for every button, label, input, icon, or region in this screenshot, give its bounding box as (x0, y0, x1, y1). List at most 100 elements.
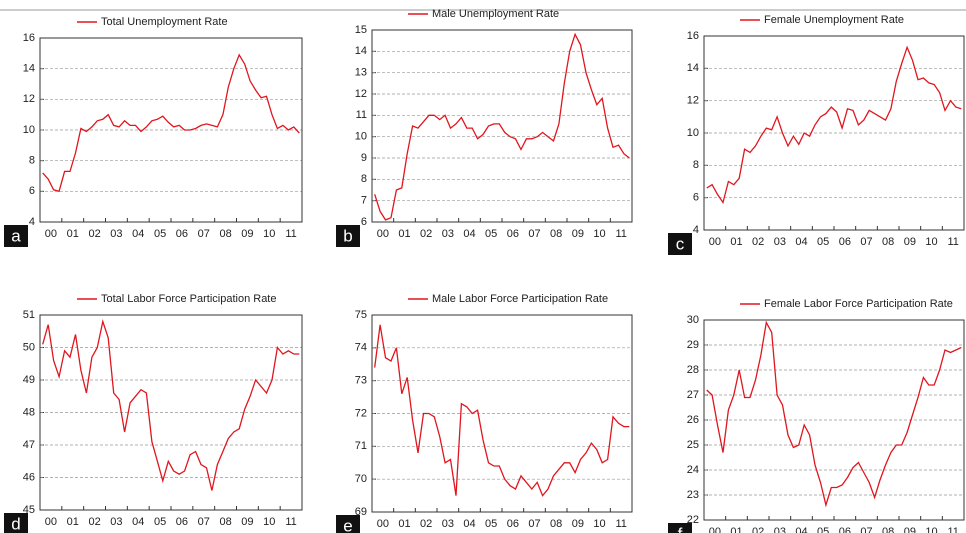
y-tick-label: 11 (356, 109, 367, 121)
y-tick-label: 10 (355, 131, 367, 143)
x-tick-label: 01 (730, 526, 742, 533)
x-tick-label: 04 (132, 516, 144, 528)
y-tick-label: 23 (687, 489, 699, 501)
y-tick-label: 12 (355, 88, 367, 100)
x-tick-label: 11 (947, 526, 958, 533)
x-tick-label: 02 (88, 228, 100, 240)
y-tick-label: 6 (29, 185, 35, 197)
data-line (42, 53, 300, 193)
y-tick-label: 4 (29, 216, 35, 228)
y-tick-label: 22 (687, 514, 699, 526)
x-tick-label: 11 (615, 518, 626, 530)
x-tick-label: 01 (67, 516, 79, 528)
y-tick-label: 4 (693, 224, 699, 236)
legend-label: Total Labor Force Participation Rate (101, 293, 276, 305)
y-tick-label: 49 (23, 374, 35, 386)
plot-frame (371, 29, 633, 223)
panel-label-box (336, 515, 360, 533)
y-tick-label: 15 (355, 24, 367, 36)
y-tick-label: 6 (693, 192, 699, 204)
x-tick-label: 01 (730, 236, 742, 248)
y-tick-label: 8 (29, 155, 35, 167)
x-tick-label: 07 (528, 518, 540, 530)
y-tick-label: 27 (687, 389, 699, 401)
y-tick-label: 30 (687, 314, 699, 326)
y-tick-label: 47 (23, 439, 35, 451)
y-tick-label: 70 (355, 473, 367, 485)
panel-label-box (4, 513, 28, 533)
panel-label: d (11, 514, 20, 533)
x-tick-label: 10 (925, 526, 937, 533)
x-tick-label: 08 (219, 228, 231, 240)
x-tick-label: 02 (420, 228, 432, 240)
x-tick-label: 04 (795, 236, 807, 248)
x-tick-label: 06 (176, 228, 188, 240)
y-tick-label: 69 (355, 506, 367, 518)
x-tick-label: 10 (593, 228, 605, 240)
x-tick-label: 05 (817, 526, 829, 533)
y-tick-label: 28 (687, 364, 699, 376)
x-tick-label: 11 (285, 516, 296, 528)
panel-label: e (343, 516, 352, 533)
y-tick-label: 6 (361, 216, 367, 228)
x-tick-label: 00 (45, 516, 57, 528)
y-tick-label: 45 (23, 504, 35, 516)
x-tick-label: 08 (882, 526, 894, 533)
panel-label: c (676, 234, 685, 253)
y-tick-label: 12 (687, 95, 699, 107)
x-tick-label: 03 (110, 516, 122, 528)
panel-label-box (336, 225, 360, 247)
x-tick-label: 00 (377, 518, 389, 530)
x-tick-label: 08 (550, 228, 562, 240)
x-tick-label: 10 (263, 228, 275, 240)
x-tick-label: 00 (709, 526, 721, 533)
x-tick-label: 00 (709, 236, 721, 248)
y-tick-label: 7 (361, 195, 367, 207)
panel-label-box (4, 225, 28, 247)
x-tick-label: 07 (198, 228, 210, 240)
y-tick-label: 25 (687, 439, 699, 451)
x-tick-label: 07 (860, 236, 872, 248)
panel-label: f (678, 524, 683, 533)
x-tick-label: 03 (774, 526, 786, 533)
x-tick-label: 03 (110, 228, 122, 240)
x-tick-label: 10 (263, 516, 275, 528)
x-tick-label: 02 (752, 236, 764, 248)
x-tick-label: 09 (572, 518, 584, 530)
data-line (706, 45, 962, 205)
y-tick-label: 16 (687, 30, 699, 42)
y-tick-label: 26 (687, 414, 699, 426)
x-tick-label: 04 (132, 228, 144, 240)
x-tick-label: 01 (398, 228, 410, 240)
x-tick-label: 06 (176, 516, 188, 528)
x-tick-label: 07 (528, 228, 540, 240)
x-tick-label: 09 (904, 236, 916, 248)
y-tick-label: 10 (23, 124, 35, 136)
x-tick-label: 08 (882, 236, 894, 248)
data-line (706, 320, 962, 508)
y-tick-label: 8 (693, 159, 699, 171)
x-tick-label: 06 (839, 526, 851, 533)
x-tick-label: 09 (241, 228, 253, 240)
x-tick-label: 10 (593, 518, 605, 530)
y-tick-label: 24 (687, 464, 699, 476)
y-tick-label: 16 (23, 32, 35, 44)
x-tick-label: 03 (442, 518, 454, 530)
x-tick-label: 06 (507, 518, 519, 530)
x-tick-label: 10 (925, 236, 937, 248)
x-tick-label: 09 (241, 516, 253, 528)
x-tick-label: 05 (817, 236, 829, 248)
x-tick-label: 07 (198, 516, 210, 528)
x-tick-label: 05 (154, 228, 166, 240)
x-tick-label: 00 (45, 228, 57, 240)
y-tick-label: 12 (23, 93, 35, 105)
x-tick-label: 04 (463, 228, 475, 240)
x-tick-label: 01 (398, 518, 410, 530)
y-tick-label: 48 (23, 406, 35, 418)
y-tick-label: 71 (355, 440, 367, 452)
y-tick-label: 29 (687, 339, 699, 351)
x-tick-label: 11 (947, 236, 958, 248)
data-line (374, 32, 630, 221)
x-tick-label: 11 (615, 228, 626, 240)
y-tick-label: 9 (361, 152, 367, 164)
